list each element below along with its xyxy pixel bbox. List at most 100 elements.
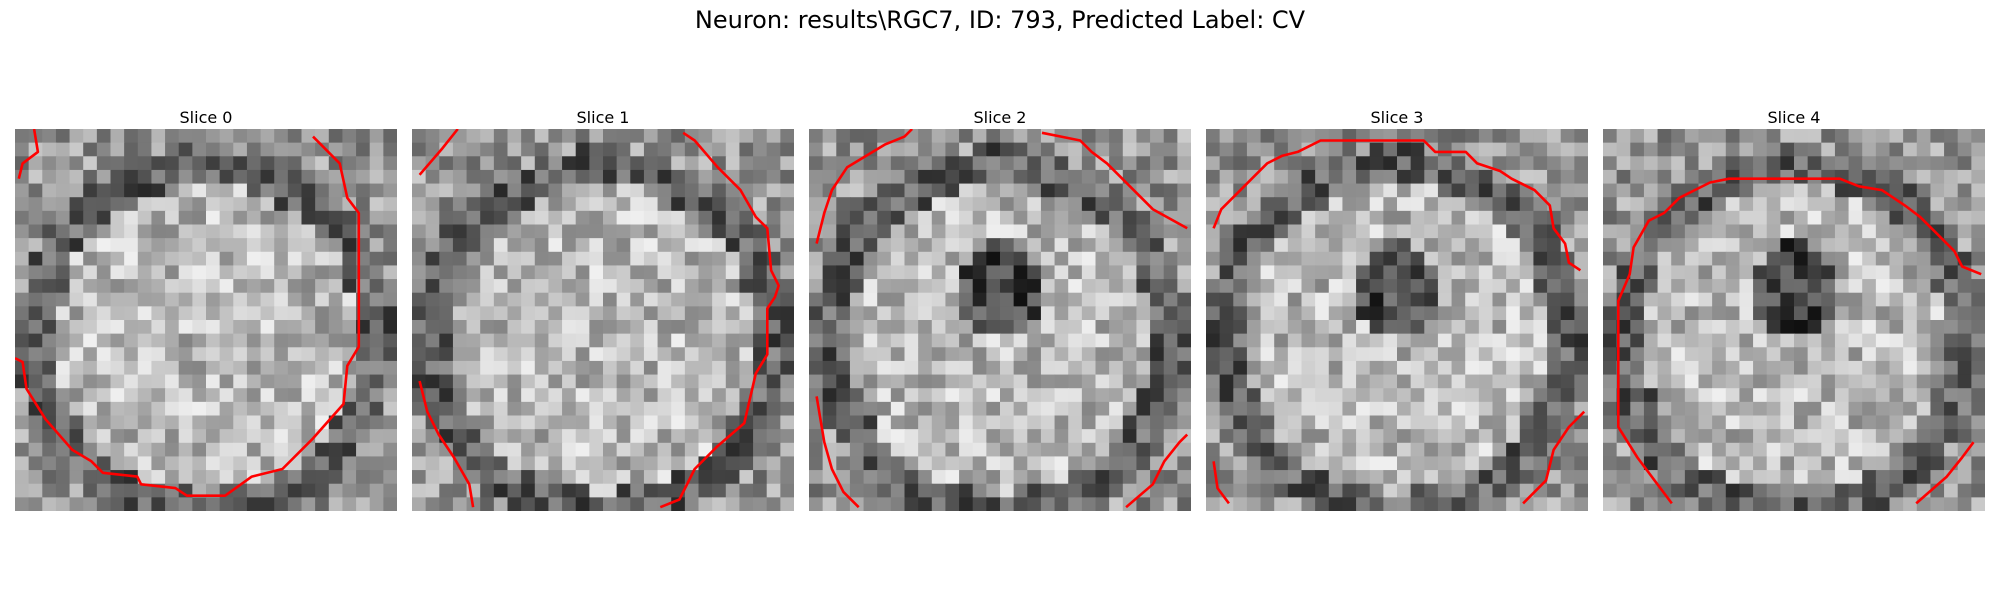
pixel — [1699, 265, 1713, 279]
pixel — [383, 470, 397, 484]
pixel — [1849, 197, 1863, 211]
pixel — [494, 334, 508, 348]
pixel — [1206, 170, 1220, 184]
pixel — [548, 416, 562, 430]
pixel — [1506, 293, 1520, 307]
pixel — [1890, 416, 1904, 430]
pixel — [29, 225, 43, 239]
pixel — [1424, 211, 1438, 225]
pixel — [658, 143, 672, 157]
pixel — [83, 265, 97, 279]
pixel — [1261, 429, 1275, 443]
pixel — [494, 293, 508, 307]
pixel — [42, 197, 56, 211]
pixel — [630, 265, 644, 279]
pixel — [1288, 320, 1302, 334]
pixel — [1699, 143, 1713, 157]
pixel — [864, 252, 878, 266]
pixel — [891, 361, 905, 375]
pixel — [1547, 334, 1561, 348]
pixel — [1712, 497, 1726, 511]
pixel — [671, 320, 685, 334]
pixel — [1329, 334, 1343, 348]
pixel — [370, 456, 384, 470]
pixel — [1930, 184, 1944, 198]
pixel — [1971, 484, 1985, 498]
pixel — [1288, 156, 1302, 170]
pixel — [630, 129, 644, 143]
pixel — [220, 252, 234, 266]
pixel — [1630, 211, 1644, 225]
pixel — [15, 184, 29, 198]
pixel — [739, 143, 753, 157]
pixel — [658, 225, 672, 239]
pixel — [494, 143, 508, 157]
pixel — [302, 184, 316, 198]
pixel — [1753, 429, 1767, 443]
pixel — [1136, 129, 1150, 143]
pixel — [1123, 484, 1137, 498]
pixel — [1849, 225, 1863, 239]
pixel — [261, 443, 275, 457]
pixel — [288, 306, 302, 320]
pixel — [1329, 361, 1343, 375]
pixel — [1835, 388, 1849, 402]
pixel — [1383, 170, 1397, 184]
pixel — [1109, 456, 1123, 470]
pixel — [548, 279, 562, 293]
pixel — [508, 252, 522, 266]
pixel — [891, 443, 905, 457]
pixel — [192, 361, 206, 375]
pixel — [1533, 293, 1547, 307]
pixel — [521, 129, 535, 143]
pixel — [220, 197, 234, 211]
pixel — [1041, 252, 1055, 266]
pixel — [1315, 484, 1329, 498]
pixel — [70, 347, 84, 361]
pixel — [1356, 143, 1370, 157]
pixel — [1726, 156, 1740, 170]
pixel — [809, 320, 823, 334]
pixel — [945, 470, 959, 484]
pixel — [1699, 470, 1713, 484]
pixel — [1780, 252, 1794, 266]
pixel — [288, 156, 302, 170]
pixel — [1520, 293, 1534, 307]
pixel — [124, 265, 138, 279]
pixel — [1136, 497, 1150, 511]
pixel — [42, 484, 56, 498]
pixel — [1699, 197, 1713, 211]
pixel — [1027, 416, 1041, 430]
pixel — [905, 320, 919, 334]
pixel — [1712, 129, 1726, 143]
pixel — [1452, 443, 1466, 457]
pixel — [1849, 293, 1863, 307]
pixel — [1958, 470, 1972, 484]
pixel — [767, 170, 781, 184]
pixel — [1479, 347, 1493, 361]
pixel — [850, 197, 864, 211]
pixel — [1767, 402, 1781, 416]
pixel — [274, 334, 288, 348]
pixel — [56, 184, 70, 198]
pixel — [370, 225, 384, 239]
pixel — [603, 129, 617, 143]
pixel — [383, 293, 397, 307]
pixel — [342, 225, 356, 239]
pixel — [342, 484, 356, 498]
pixel — [1096, 225, 1110, 239]
pixel — [1452, 375, 1466, 389]
pixel — [1794, 238, 1808, 252]
pixel — [370, 429, 384, 443]
pixel — [617, 388, 631, 402]
pixel — [699, 497, 713, 511]
pixel — [1055, 184, 1069, 198]
pixel — [1438, 456, 1452, 470]
pixel — [1520, 470, 1534, 484]
pixel — [1109, 416, 1123, 430]
pixel — [370, 279, 384, 293]
pixel — [1808, 156, 1822, 170]
pixel — [1479, 225, 1493, 239]
pixel — [1247, 388, 1261, 402]
pixel — [780, 443, 794, 457]
